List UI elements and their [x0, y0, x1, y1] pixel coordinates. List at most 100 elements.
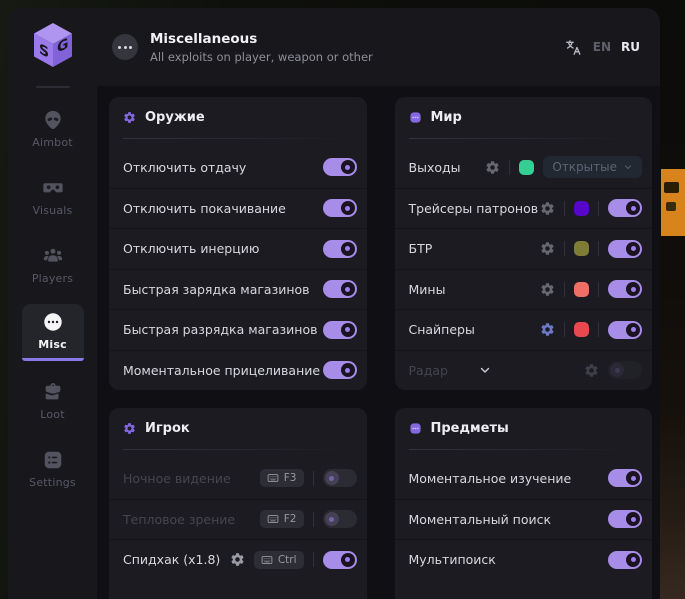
- toggle-knob: [324, 471, 339, 486]
- row-controls: [540, 239, 642, 258]
- sidebar: S G Aimbot Visuals Players Misc Loot Settings: [8, 8, 97, 599]
- people-icon: [42, 245, 64, 267]
- toggle-knob: [340, 363, 355, 378]
- section-weapon: Оружие Отключить отдачу Отключить покачива…: [109, 97, 367, 390]
- toggle[interactable]: [322, 199, 357, 218]
- toggle[interactable]: [322, 239, 357, 258]
- section-header: Игрок: [109, 408, 367, 449]
- section-world: Мир Выходы Открытые Трейсеры патронов БТР Мин…: [394, 97, 652, 390]
- feature-label: БТР: [408, 241, 433, 257]
- dots-icon: [409, 111, 422, 124]
- gear-icon[interactable]: [540, 282, 555, 297]
- feature-row: Быстрая разрядка магазинов: [109, 309, 367, 350]
- feature-row: Ночное видение F3: [109, 458, 367, 499]
- toggle[interactable]: [608, 199, 642, 218]
- section-title: Оружие: [145, 110, 205, 125]
- feature-label: Мины: [408, 281, 446, 297]
- sidebar-item-misc[interactable]: Misc: [21, 304, 84, 361]
- hotkey-label: F2: [283, 513, 297, 526]
- keyboard-icon: [267, 513, 279, 525]
- sidebar-item-label: Aimbot: [32, 135, 73, 149]
- row-controls: [540, 280, 642, 299]
- toggle[interactable]: [322, 320, 357, 339]
- hotkey-badge[interactable]: F2: [259, 510, 304, 529]
- toggle[interactable]: [322, 510, 357, 529]
- control-divider: [598, 200, 599, 216]
- feature-label: Отключить отдачу: [123, 159, 247, 175]
- lang-en[interactable]: EN: [592, 40, 612, 54]
- toggle[interactable]: [322, 469, 357, 488]
- toggle-knob: [626, 241, 640, 256]
- column-right: Мир Выходы Открытые Трейсеры патронов БТР Мин…: [394, 97, 652, 599]
- color-swatch[interactable]: [574, 241, 589, 257]
- row-controls: [322, 158, 357, 177]
- alien-icon: [42, 109, 64, 131]
- sidebar-item-loot[interactable]: Loot: [22, 372, 84, 429]
- toggle[interactable]: [608, 469, 642, 488]
- color-swatch[interactable]: [574, 281, 589, 297]
- chevron-down-icon[interactable]: [478, 363, 492, 377]
- control-divider: [312, 511, 314, 527]
- toggle-knob: [340, 322, 355, 337]
- header: Miscellaneous All exploits on player, we…: [97, 8, 660, 86]
- feature-row: Быстрая зарядка магазинов: [109, 268, 367, 310]
- toggle[interactable]: [608, 320, 642, 339]
- ellipsis-circle-icon: [112, 34, 138, 60]
- toggle-knob: [626, 512, 640, 527]
- content: Оружие Отключить отдачу Отключить покачива…: [97, 86, 660, 599]
- translate-icon[interactable]: [564, 38, 583, 57]
- toggle[interactable]: [322, 550, 357, 569]
- feature-row: Моментальное прицеливание: [109, 349, 367, 391]
- toggle[interactable]: [608, 280, 642, 299]
- color-swatch[interactable]: [519, 159, 535, 175]
- control-divider: [312, 552, 314, 568]
- sidebar-item-aimbot[interactable]: Aimbot: [22, 100, 84, 157]
- toggle[interactable]: [608, 550, 642, 569]
- sidebar-item-label: Visuals: [32, 203, 73, 217]
- color-swatch[interactable]: [574, 200, 589, 216]
- toggle[interactable]: [608, 239, 642, 258]
- dropdown[interactable]: Открытые: [543, 156, 642, 179]
- toggle[interactable]: [322, 158, 357, 177]
- toggle[interactable]: [322, 361, 357, 380]
- game-background: [660, 0, 685, 599]
- row-controls: [540, 320, 642, 339]
- lang-ru[interactable]: RU: [621, 40, 640, 54]
- row-controls: [608, 550, 642, 569]
- hotkey-badge[interactable]: Ctrl: [253, 550, 304, 569]
- toggle[interactable]: [608, 510, 642, 529]
- gear-icon[interactable]: [584, 363, 599, 378]
- feature-row: Тепловое зрение F2: [109, 498, 367, 540]
- color-swatch[interactable]: [574, 322, 589, 338]
- feature-label: Тепловое зрение: [123, 511, 236, 527]
- hotkey-label: Ctrl: [277, 553, 297, 566]
- toggle[interactable]: [322, 280, 357, 299]
- feature-label: Выходы: [408, 159, 461, 175]
- sidebar-item-players[interactable]: Players: [22, 236, 84, 293]
- feature-label: Ночное видение: [123, 470, 231, 486]
- settings-icon: [42, 449, 64, 471]
- section-divider: [408, 138, 638, 139]
- sidebar-item-visuals[interactable]: Visuals: [22, 168, 84, 225]
- goggles-icon: [42, 177, 64, 199]
- gear-icon[interactable]: [485, 160, 500, 175]
- hotkey-badge[interactable]: F3: [259, 469, 304, 488]
- row-controls: [322, 320, 357, 339]
- toggle-knob: [340, 201, 355, 216]
- gear-icon[interactable]: [230, 552, 245, 567]
- gear-icon[interactable]: [540, 241, 555, 256]
- gear-icon[interactable]: [540, 322, 555, 337]
- feature-row: Трейсеры патронов: [394, 187, 652, 229]
- sidebar-item-settings[interactable]: Settings: [22, 440, 84, 497]
- chevron-down-icon: [623, 162, 633, 172]
- control-divider: [509, 159, 511, 175]
- feature-row: Моментальный поиск: [394, 498, 652, 540]
- toggle[interactable]: [608, 361, 642, 380]
- control-divider: [312, 470, 314, 486]
- gear-icon[interactable]: [540, 201, 555, 216]
- sidebar-item-label: Settings: [29, 475, 76, 489]
- row-controls: [322, 280, 357, 299]
- section-divider: [123, 449, 353, 450]
- row-controls: [322, 239, 357, 258]
